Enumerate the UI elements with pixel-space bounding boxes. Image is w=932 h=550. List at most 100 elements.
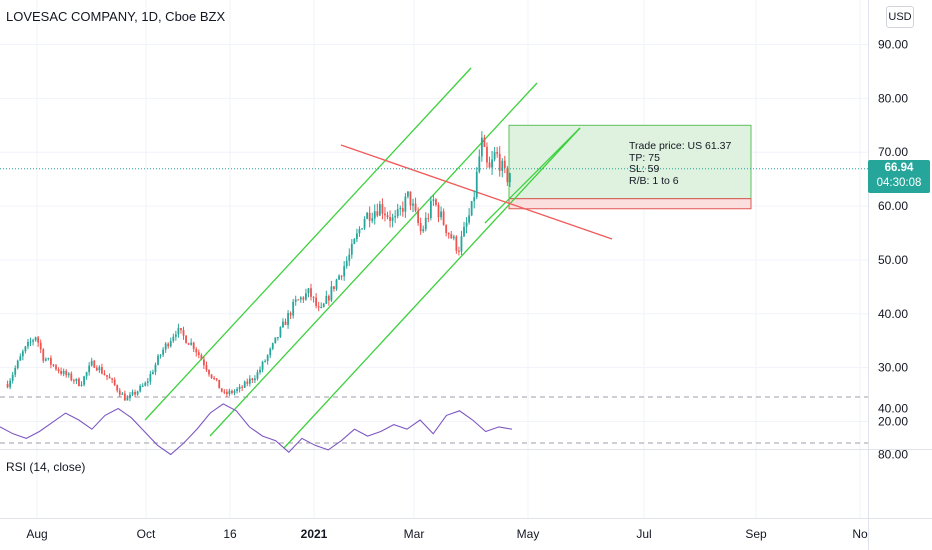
candle-body — [305, 293, 307, 300]
time-axis-label: 2021 — [301, 527, 328, 541]
candle-body — [488, 162, 491, 168]
candle-body — [27, 342, 29, 347]
candle-body — [164, 343, 167, 350]
candle-body — [111, 378, 114, 380]
time-axis-label: Sep — [745, 527, 767, 541]
candle-body — [468, 215, 471, 223]
candle-body — [144, 382, 147, 386]
trade-price-text: Trade price: US 61.37 — [629, 140, 732, 152]
candle-body — [152, 372, 154, 374]
candle-body — [106, 375, 108, 377]
candle-body — [116, 385, 119, 391]
candle-body — [287, 313, 289, 325]
candle-body — [83, 376, 85, 385]
chart-title: LOVESAC COMPANY, 1D, Cboe BZX — [6, 9, 226, 24]
candle-body — [422, 229, 425, 232]
candle-body — [241, 386, 244, 388]
candle-body — [348, 254, 351, 261]
candle-body — [501, 160, 504, 171]
candle-body — [297, 299, 300, 301]
candle-body — [266, 355, 269, 361]
candle-body — [427, 217, 430, 219]
price-axis-label: 50.00 — [878, 253, 908, 267]
candle-body — [218, 379, 221, 389]
candle-body — [236, 389, 238, 392]
time-axis-label: Mar — [404, 527, 425, 541]
candle-body — [118, 390, 121, 395]
candle-body — [197, 352, 200, 355]
candle-body — [9, 380, 12, 388]
candle-body — [185, 335, 187, 344]
candle-body — [11, 374, 14, 381]
candle-body — [480, 137, 483, 157]
candle-body — [93, 360, 96, 368]
candle-body — [317, 306, 320, 308]
candle-body — [37, 337, 40, 343]
candle-body — [381, 204, 384, 214]
price-axis-label: 80.00 — [878, 91, 908, 105]
stop-loss-text: SL: 59 — [629, 163, 660, 175]
candle-body — [386, 215, 389, 218]
candle-body — [289, 313, 292, 316]
candle-body — [345, 260, 348, 267]
candle-body — [338, 275, 340, 280]
candle-body — [177, 328, 180, 335]
candle-body — [157, 355, 159, 365]
candle-body — [34, 337, 37, 341]
candle-body — [52, 364, 55, 366]
stop-zone — [508, 198, 752, 210]
candle-body — [458, 250, 460, 252]
last-price-tag: 66.94 04:30:08 — [868, 160, 930, 193]
candle-body — [146, 381, 149, 383]
candle-body — [330, 286, 333, 301]
candle-body — [228, 390, 231, 395]
candle-body — [269, 348, 272, 356]
candle-body — [215, 378, 218, 380]
candle-body — [248, 378, 251, 384]
candle-body — [396, 209, 399, 217]
candle-body — [506, 167, 509, 183]
currency-button[interactable]: USD — [886, 6, 914, 28]
last-price-value: 66.94 — [884, 162, 914, 174]
candle-body — [169, 340, 172, 347]
candle-body — [195, 349, 198, 353]
candle-body — [465, 222, 468, 227]
price-axis-label: 40.00 — [878, 307, 908, 321]
candle-body — [279, 327, 282, 338]
candle-body — [231, 390, 233, 393]
take-profit-text: TP: 75 — [629, 151, 660, 164]
candle-body — [225, 391, 228, 395]
candle-body — [407, 191, 409, 197]
rsi-indicator-label[interactable]: RSI (14, close) — [6, 460, 86, 474]
candle-body — [6, 383, 9, 388]
candle-body — [399, 208, 402, 210]
candle-countdown: 04:30:08 — [876, 177, 922, 189]
candle-body — [368, 212, 371, 221]
candle-body — [159, 354, 162, 356]
candle-body — [95, 367, 98, 371]
candle-body — [103, 373, 106, 376]
candle-body — [302, 297, 305, 300]
candle-body — [442, 211, 445, 225]
candle-body — [282, 321, 284, 328]
candle-body — [327, 295, 330, 301]
candle-body — [373, 211, 376, 219]
candle-body — [391, 217, 394, 221]
candle-body — [208, 369, 210, 375]
candle-body — [435, 199, 437, 205]
candle-body — [62, 370, 65, 374]
candle-body — [70, 373, 73, 381]
candle-body — [167, 343, 170, 347]
candle-body — [172, 336, 175, 341]
candle-body — [353, 239, 356, 244]
candle-body — [60, 370, 63, 374]
candle-body — [450, 234, 453, 239]
candle-body — [394, 216, 397, 218]
price-axis-label: 90.00 — [878, 38, 908, 52]
candle-body — [496, 152, 499, 154]
candle-body — [213, 377, 216, 379]
candle-body — [243, 381, 246, 388]
candle-body — [486, 146, 488, 163]
rsi-axis-label: 80.00 — [878, 448, 908, 462]
